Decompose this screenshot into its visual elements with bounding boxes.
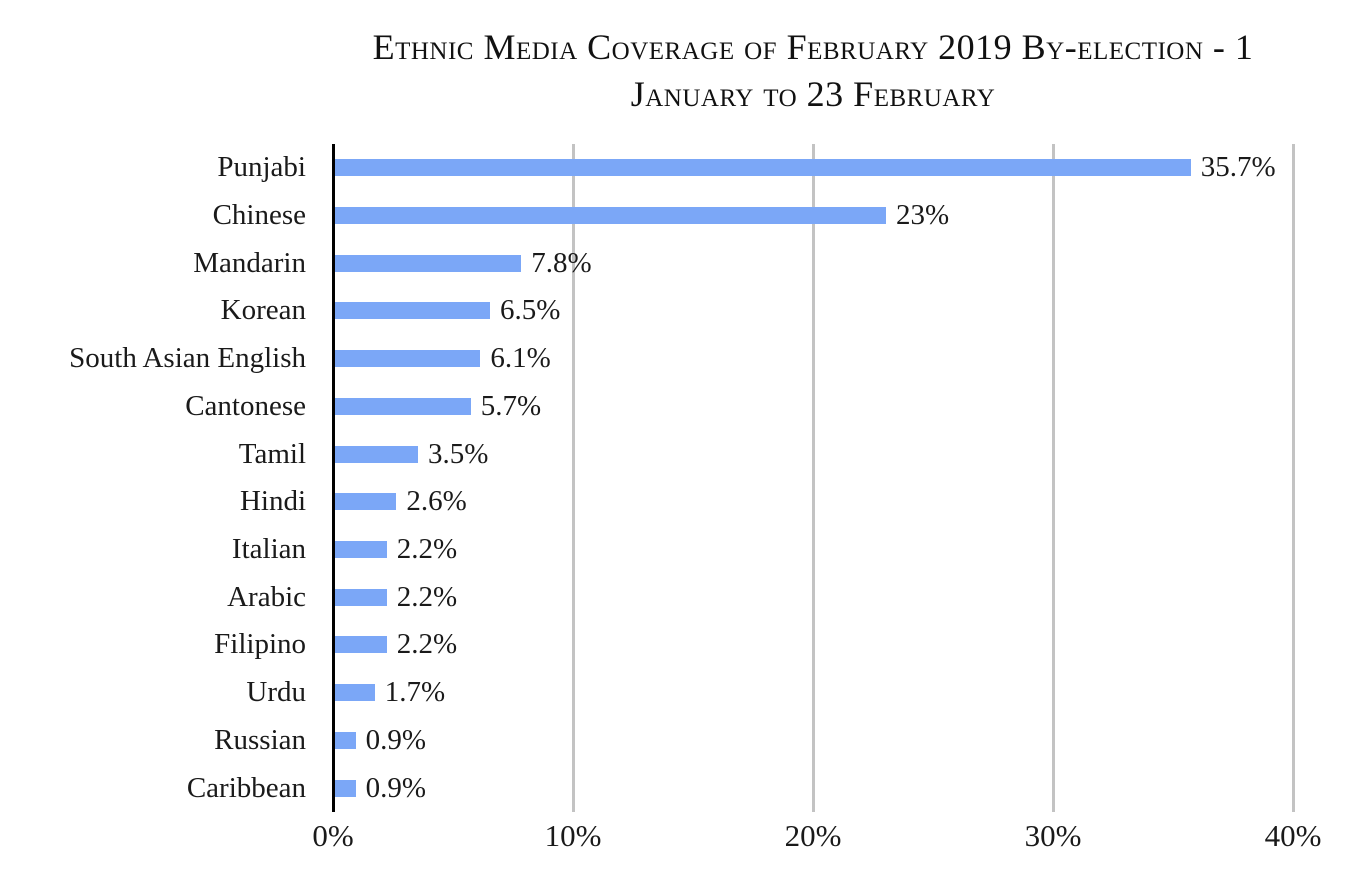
chart-title-line-1: Ethnic Media Coverage of February 2019 B… [372, 27, 1254, 67]
category-label-mandarin: Mandarin [193, 246, 306, 279]
bar-row: 35.7% [334, 144, 1294, 192]
bar-caribbean [334, 779, 356, 797]
bar-row: 0.9% [334, 764, 1294, 812]
bar-row: 3.5% [334, 430, 1294, 478]
category-label-hindi: Hindi [239, 485, 306, 518]
bar-chart-plot-area: 35.7% 23% 7.8% 6.5% 6.1% 5.7% 3.5% 2.6% 2.2% 2.2%… [332, 144, 1295, 812]
bar-value-label: 2.2% [396, 628, 458, 661]
chart-title: Ethnic Media Coverage of February 2019 B… [283, 24, 1343, 118]
bar-row: 6.1% [334, 335, 1294, 383]
bar-value-label: 6.1% [490, 342, 551, 375]
bar-value-label: 2.6% [406, 485, 467, 518]
bar-value-label: 2.2% [396, 533, 458, 566]
bar-row: 1.7% [334, 669, 1294, 717]
bar-value-label: 1.7% [384, 676, 446, 709]
category-label-urdu: Urdu [246, 676, 306, 709]
bar-row: 2.2% [334, 621, 1294, 669]
bar-hindi [334, 493, 397, 511]
category-label-russian: Russian [214, 723, 306, 756]
chart-title-line-2: January to 23 February [630, 74, 996, 114]
y-axis-line [332, 144, 335, 812]
bar-value-label: 0.9% [365, 723, 427, 756]
bar-row: 0.9% [334, 717, 1294, 765]
x-tick-label-30pct: 30% [1024, 818, 1082, 853]
category-label-korean: Korean [220, 294, 306, 327]
x-axis-tick-labels: 0% 10% 20% 30% 40% [312, 818, 1321, 868]
bar-value-label: 6.5% [500, 294, 561, 327]
bar-row: 2.2% [334, 526, 1294, 574]
x-tick-label-40pct: 40% [1264, 818, 1322, 853]
category-label-italian: Italian [231, 533, 306, 566]
bar-value-label: 7.8% [531, 246, 592, 279]
category-label-arabic: Arabic [227, 580, 306, 613]
bar-chinese [334, 207, 886, 225]
gridline-30pct [1051, 144, 1055, 812]
category-label-caribbean: Caribbean [186, 771, 306, 804]
bar-value-label: 0.9% [365, 771, 427, 804]
bar-value-label: 35.7% [1200, 151, 1276, 184]
bar-row: 5.7% [334, 383, 1294, 431]
x-tick-label-10pct: 10% [544, 818, 602, 853]
bar-korean [334, 302, 490, 320]
gridline-20pct [811, 144, 815, 812]
gridline-40pct [1291, 144, 1295, 812]
bar-punjabi [334, 159, 1191, 177]
category-label-chinese: Chinese [212, 199, 306, 232]
bar-value-label: 5.7% [480, 389, 542, 422]
bar-urdu [334, 684, 375, 702]
bar-mandarin [334, 254, 522, 272]
category-label-south-asian-english: South Asian English [69, 342, 306, 375]
bar-value-label: 23% [896, 199, 950, 232]
x-tick-label-20pct: 20% [784, 818, 842, 853]
bar-value-label: 2.2% [396, 580, 458, 613]
bar-value-label: 3.5% [428, 437, 489, 470]
category-label-punjabi: Punjabi [217, 151, 306, 184]
bar-cantonese [334, 397, 471, 415]
y-axis-category-labels: Punjabi Chinese Mandarin Korean South Asian … [0, 144, 306, 812]
bar-arabic [334, 588, 387, 606]
category-label-cantonese: Cantonese [185, 389, 306, 422]
bar-italian [334, 541, 387, 559]
category-label-filipino: Filipino [214, 628, 306, 661]
bar-filipino [334, 636, 387, 654]
bar-row: 6.5% [334, 287, 1294, 335]
bar-tamil [334, 445, 418, 463]
x-tick-label-0pct: 0% [312, 818, 354, 853]
bar-russian [334, 731, 356, 749]
category-label-tamil: Tamil [238, 437, 306, 470]
bar-south-asian-english [334, 350, 481, 368]
bar-row: 23% [334, 192, 1294, 240]
gridline-10pct [571, 144, 575, 812]
bar-row: 7.8% [334, 239, 1294, 287]
bar-row: 2.6% [334, 478, 1294, 526]
bar-row: 2.2% [334, 573, 1294, 621]
